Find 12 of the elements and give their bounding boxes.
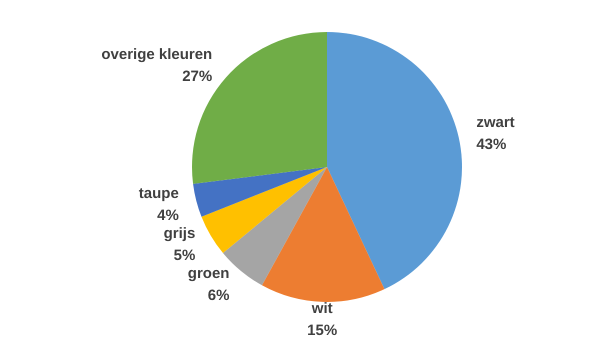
data-label: 27% [182,68,212,85]
data-label: 15% [307,322,338,340]
slice-label: taupe [138,185,179,202]
data-label: 5% [174,247,196,264]
data-label: 6% [208,287,230,304]
slice-label: overige kleuren [101,46,212,63]
slice-label: wit [310,300,333,318]
slice-label: zwart [476,114,515,131]
slice-label: groen [188,265,230,282]
data-label: 4% [157,207,179,224]
slice-label: grijs [164,225,196,242]
data-label: 43% [476,136,506,153]
